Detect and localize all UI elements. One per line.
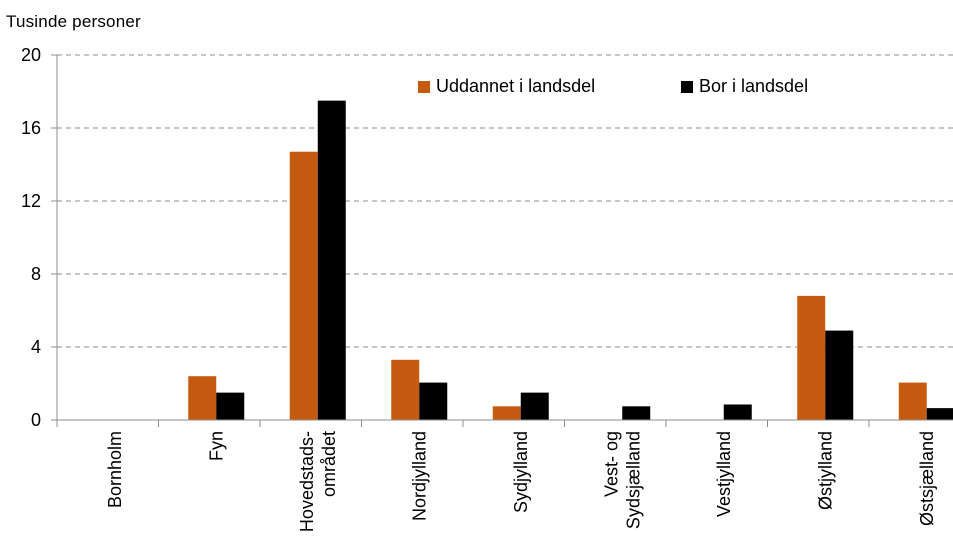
x-tick-label: Vest- og [601,431,621,497]
bar [797,295,826,420]
bar [317,100,346,420]
bar [188,376,217,420]
x-tick-label: området [319,431,339,497]
legend-label-bor: Bor i landsdel [699,76,809,96]
legend-label-uddannet: Uddannet i landsdel [436,76,596,96]
bar [622,406,651,420]
y-tick-label: 4 [31,337,41,357]
legend-item-bor: Bor i landsdel [681,76,808,97]
y-tick-label: 12 [21,191,41,211]
legend-swatch-uddannet [418,80,430,93]
bar [825,330,854,420]
legend-swatch-bor [681,80,693,93]
x-tick-label: Sydsjælland [623,431,643,529]
y-tick-label: 0 [31,410,41,430]
x-tick-label: Fyn [206,431,226,461]
x-tick-label: Sydjylland [511,431,531,513]
x-tick-label: Østsjælland [917,431,937,526]
y-tick-label: 16 [21,118,41,138]
x-tick-label: Østjylland [815,431,835,510]
bar [289,151,318,420]
x-tick-label: Vestjylland [714,431,734,517]
bar [723,404,752,420]
bar [926,408,953,420]
bar [419,382,448,420]
bar [492,406,521,420]
bar [391,359,420,420]
bar [898,382,927,420]
y-tick-label: 8 [31,264,41,284]
y-tick-label: 20 [21,45,41,65]
x-tick-label: Nordjylland [409,431,429,521]
x-tick-label: Hovedstads- [297,431,317,532]
x-tick-label: Bornholm [105,431,125,508]
bar [520,392,549,420]
bar [216,392,245,420]
y-axis-unit-label: Tusinde personer [6,12,141,31]
legend-item-uddannet: Uddannet i landsdel [418,76,595,97]
